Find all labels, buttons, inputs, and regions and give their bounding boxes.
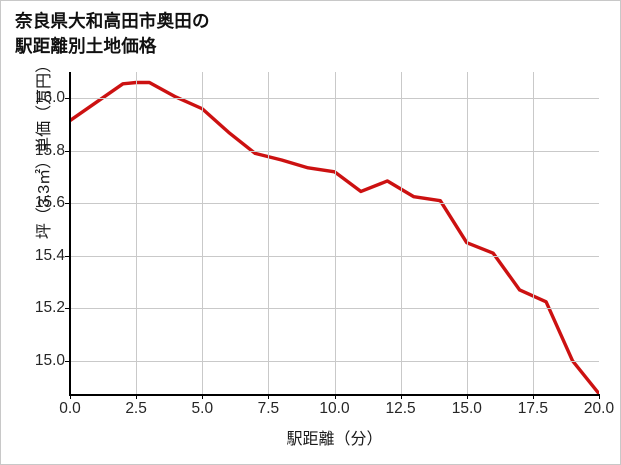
gridline-vertical (532, 72, 534, 395)
x-tick-mark (466, 394, 468, 399)
x-tick-mark (136, 394, 138, 399)
x-tick-mark (599, 394, 600, 399)
gridline-vertical (268, 72, 270, 395)
y-tick-mark (65, 203, 69, 205)
y-axis-spine (69, 72, 71, 396)
x-tick-label: 17.5 (517, 400, 548, 417)
x-tick-mark (268, 394, 270, 399)
y-tick-label: 15.2 (34, 299, 65, 317)
y-tick-label: 15.0 (34, 351, 65, 369)
y-tick-label: 15.4 (34, 246, 65, 264)
x-tick-label: 0.0 (59, 400, 81, 417)
y-tick-label: 15.6 (34, 194, 65, 212)
line-series-svg (70, 80, 599, 395)
gridline-vertical (334, 72, 336, 395)
y-tick-mark (65, 255, 69, 257)
x-tick-label: 10.0 (319, 400, 350, 417)
x-tick-mark (202, 394, 204, 399)
x-tick-mark (334, 394, 336, 399)
page-title: 奈良県大和高田市奥田の 駅距離別土地価格 (15, 11, 210, 57)
x-tick-label: 15.0 (451, 400, 482, 417)
x-axis-label: 駅距離（分） (286, 431, 383, 448)
x-axis-ticks: 0.0 2.5 5.0 7.5 10.0 12.5 15.0 17.5 20.0 (59, 394, 614, 422)
y-tick-mark (65, 308, 69, 310)
x-tick-label: 5.0 (191, 400, 214, 417)
y-axis-label: 坪（3.3㎡）単価（万円） (36, 56, 53, 240)
x-tick-mark (400, 394, 402, 399)
y-tick-mark (65, 98, 69, 100)
y-tick-label: 15.8 (34, 141, 65, 159)
x-tick-label: 7.5 (257, 400, 280, 417)
gridline-vertical (136, 72, 138, 395)
gridline-vertical (400, 72, 402, 395)
y-tick-mark (65, 360, 69, 362)
x-tick-label: 20.0 (583, 400, 615, 417)
y-axis-ticks: 15.0 15.2 15.4 15.6 15.8 16.0 (7, 72, 69, 395)
x-tick-label: 12.5 (385, 400, 416, 417)
y-tick-mark (65, 150, 69, 152)
gridline-vertical (466, 72, 468, 395)
x-tick-label: 2.5 (125, 400, 147, 417)
x-tick-mark (70, 394, 71, 399)
gridline-vertical (202, 72, 204, 395)
plot-area (70, 72, 599, 395)
data-line (70, 80, 599, 395)
y-tick-label: 16.0 (34, 89, 65, 107)
x-tick-mark (532, 394, 534, 399)
